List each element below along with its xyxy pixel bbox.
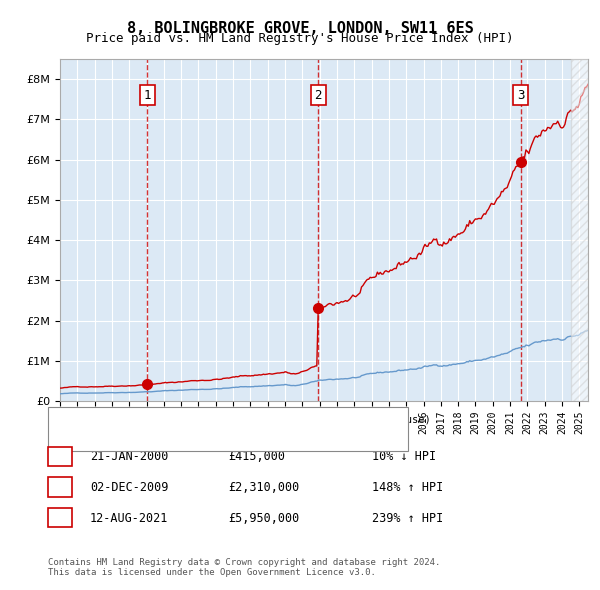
Text: ——: —— [57, 412, 85, 427]
Text: 3: 3 [517, 88, 524, 101]
Text: 1: 1 [56, 450, 64, 463]
Text: 02-DEC-2009: 02-DEC-2009 [90, 481, 169, 494]
Text: £415,000: £415,000 [228, 450, 285, 463]
Text: 148% ↑ HPI: 148% ↑ HPI [372, 481, 443, 494]
Text: 10% ↓ HPI: 10% ↓ HPI [372, 450, 436, 463]
Text: 239% ↑ HPI: 239% ↑ HPI [372, 512, 443, 525]
Text: 2: 2 [314, 88, 322, 101]
Text: £5,950,000: £5,950,000 [228, 512, 299, 525]
Text: 1: 1 [143, 88, 151, 101]
Text: £2,310,000: £2,310,000 [228, 481, 299, 494]
Text: ——: —— [57, 433, 85, 447]
Text: 8, BOLINGBROKE GROVE, LONDON, SW11 6ES: 8, BOLINGBROKE GROVE, LONDON, SW11 6ES [127, 21, 473, 35]
Text: Contains HM Land Registry data © Crown copyright and database right 2024.
This d: Contains HM Land Registry data © Crown c… [48, 558, 440, 577]
Text: HPI: Average price, detached house, Wandsworth: HPI: Average price, detached house, Wand… [87, 435, 374, 445]
Text: 21-JAN-2000: 21-JAN-2000 [90, 450, 169, 463]
Text: 12-AUG-2021: 12-AUG-2021 [90, 512, 169, 525]
Text: Price paid vs. HM Land Registry's House Price Index (HPI): Price paid vs. HM Land Registry's House … [86, 32, 514, 45]
Text: 3: 3 [56, 512, 64, 525]
Text: 2: 2 [56, 481, 64, 494]
Text: 8, BOLINGBROKE GROVE, LONDON, SW11 6ES (detached house): 8, BOLINGBROKE GROVE, LONDON, SW11 6ES (… [87, 415, 431, 424]
